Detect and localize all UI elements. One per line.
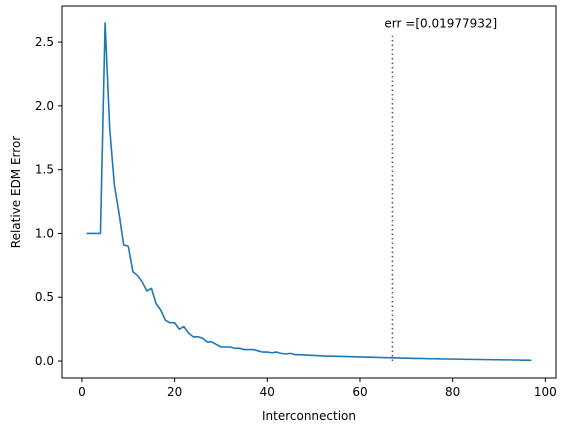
x-axis-label: Interconnection — [262, 409, 356, 423]
y-tick-label: 1.0 — [35, 226, 54, 240]
y-axis-ticks: 0.0 0.5 1.0 1.5 2.0 2.5 — [35, 35, 62, 368]
series-layer — [86, 22, 532, 362]
x-tick-label: 80 — [445, 385, 460, 399]
y-axis-label: Relative EDM Error — [9, 136, 23, 249]
plot-frame — [61, 5, 557, 379]
series-line — [86, 22, 532, 362]
x-tick-label: 20 — [167, 385, 182, 399]
y-tick-label: 2.0 — [35, 99, 54, 113]
y-tick-label: 2.5 — [35, 35, 54, 49]
x-tick-label: 40 — [260, 385, 275, 399]
annotation-layer: err =[0.01977932] — [384, 17, 497, 362]
x-tick-label: 60 — [352, 385, 367, 399]
y-tick-label: 0.0 — [35, 354, 54, 368]
x-tick-label: 0 — [78, 385, 86, 399]
y-tick-label: 0.5 — [35, 290, 54, 304]
x-tick-label: 100 — [534, 385, 557, 399]
annotation-label: err =[0.01977932] — [384, 17, 497, 31]
y-tick-label: 1.5 — [35, 163, 54, 177]
x-axis-ticks: 0 20 40 60 80 100 — [78, 378, 557, 399]
